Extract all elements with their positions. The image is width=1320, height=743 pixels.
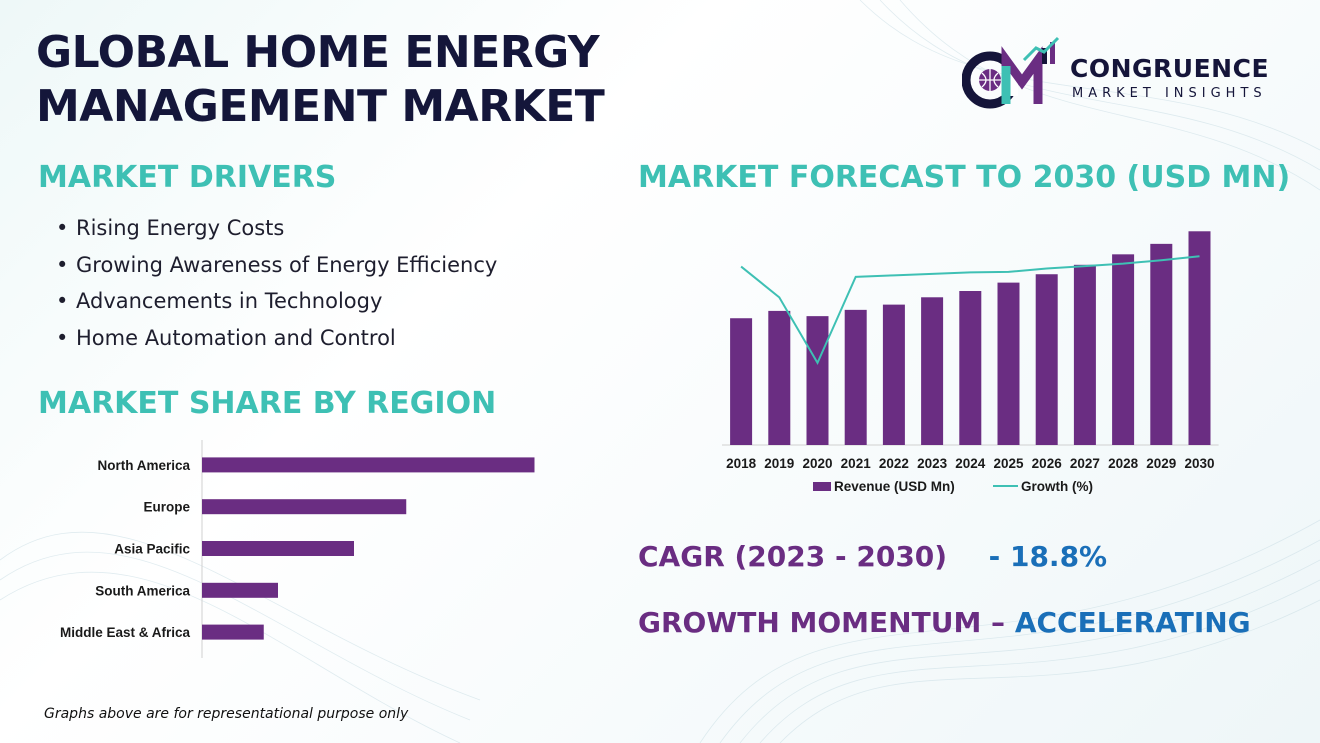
region-bar: [202, 499, 407, 515]
forecast-heading: MARKET FORECAST TO 2030 (USD MN): [638, 160, 1291, 195]
revenue-bar: [997, 282, 1020, 445]
revenue-bar: [1188, 231, 1211, 445]
logo-name: CONGRUENCE: [1070, 54, 1270, 83]
growth-line: [740, 255, 1200, 366]
momentum-label: GROWTH MOMENTUM –: [638, 606, 1006, 639]
cagr-stat: CAGR (2023 - 2030) - 18.8%: [638, 540, 1107, 573]
legend-revenue-label: Revenue (USD Mn): [834, 479, 955, 494]
revenue-bar: [959, 291, 982, 445]
revenue-bar: [1035, 274, 1058, 445]
revenue-bar: [1112, 254, 1135, 445]
year-tick-label: 2026: [1032, 456, 1063, 471]
year-tick-label: 2029: [1146, 456, 1176, 471]
forecast-chart: 2018 2019 2020 2021 2022 2023 2024 2025 2026 2027…: [722, 231, 1219, 494]
footnote: Graphs above are for representational pu…: [44, 706, 409, 722]
momentum-value: ACCELERATING: [1014, 606, 1251, 639]
cagr-label: CAGR (2023 - 2030): [638, 540, 948, 573]
region-share-chart: North America Europe Asia Pacific South Ame…: [60, 440, 535, 658]
revenue-bar: [921, 297, 944, 445]
brand-logo: CONGRUENCE MARKET INSIGHTS: [962, 36, 1292, 110]
title-line-1: GLOBAL HOME ENERGY: [36, 27, 600, 78]
revenue-bar: [1073, 264, 1096, 445]
year-tick-label: 2022: [879, 456, 909, 471]
driver-item: • Growing Awareness of Energy Efficiency: [56, 252, 498, 277]
region-bar: [202, 457, 535, 473]
revenue-bar: [768, 310, 791, 445]
revenue-bar: [1150, 243, 1173, 445]
year-tick-label: 2023: [917, 456, 948, 471]
region-tick-label: Asia Pacific: [114, 542, 190, 557]
year-tick-label: 2030: [1184, 456, 1214, 471]
driver-item: • Advancements in Technology: [56, 289, 383, 313]
legend-revenue-swatch: [813, 482, 831, 491]
drivers-list: • Rising Energy Costs • Growing Awareness …: [56, 210, 497, 356]
region-tick-label: Europe: [143, 500, 190, 515]
driver-item: • Home Automation and Control: [56, 325, 396, 350]
revenue-bar: [806, 316, 829, 445]
title-line-2: MANAGEMENT MARKET: [36, 81, 605, 132]
region-heading: MARKET SHARE BY REGION: [38, 386, 497, 421]
year-tick-label: 2025: [993, 456, 1024, 471]
year-tick-label: 2020: [802, 456, 832, 471]
region-tick-label: North America: [97, 458, 190, 473]
region-tick-label: South America: [95, 583, 190, 598]
drivers-heading: MARKET DRIVERS: [38, 160, 337, 195]
year-tick-label: 2019: [764, 456, 794, 471]
region-bar: [202, 624, 264, 640]
region-tick-label: Middle East & Africa: [60, 625, 191, 640]
growth-momentum: GROWTH MOMENTUM – ACCELERATING: [638, 606, 1251, 639]
region-bar: [202, 582, 278, 598]
legend-growth-label: Growth (%): [1021, 479, 1093, 494]
revenue-bar: [844, 309, 867, 445]
cm-logo-icon: [962, 36, 1060, 109]
year-tick-label: 2024: [955, 456, 986, 471]
year-tick-label: 2027: [1070, 456, 1100, 471]
year-tick-label: 2021: [841, 456, 872, 471]
driver-item: • Rising Energy Costs: [56, 216, 285, 240]
page-title: GLOBAL HOME ENERGY MANAGEMENT MARKET: [36, 26, 605, 134]
logo-tagline: MARKET INSIGHTS: [1072, 86, 1267, 101]
revenue-bar: [882, 304, 905, 445]
cagr-value: - 18.8%: [988, 540, 1108, 573]
region-bar: [202, 541, 354, 556]
revenue-bar: [730, 318, 753, 445]
year-tick-label: 2028: [1108, 456, 1139, 471]
year-tick-label: 2018: [726, 456, 757, 471]
